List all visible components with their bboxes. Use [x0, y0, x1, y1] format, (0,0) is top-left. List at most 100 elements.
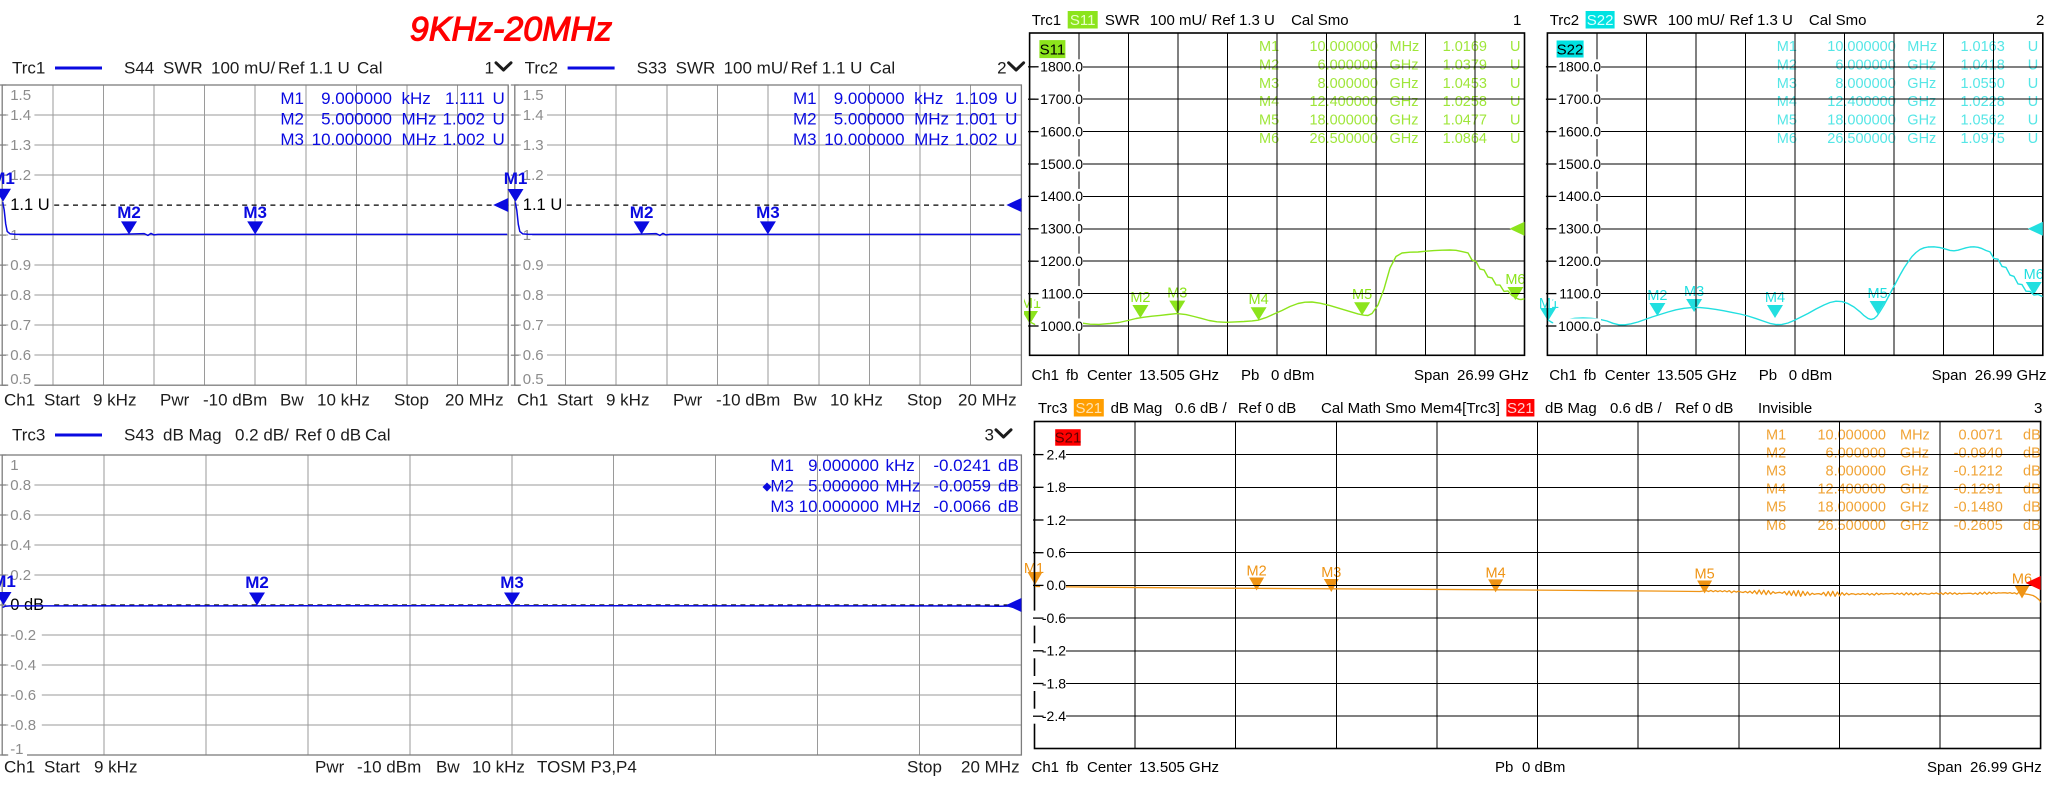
svg-text:9 kHz: 9 kHz: [94, 758, 137, 777]
svg-text:MHz: MHz: [914, 130, 949, 149]
svg-text:M2: M2: [1130, 290, 1150, 306]
svg-text:-0.1480: -0.1480: [1954, 500, 2003, 516]
svg-text:M4: M4: [1259, 94, 1279, 110]
svg-text:GHz: GHz: [1900, 500, 1929, 516]
svg-text:1400.0: 1400.0: [1040, 188, 1083, 204]
svg-text:MHz: MHz: [402, 130, 437, 149]
svg-text:S21: S21: [1075, 400, 1102, 417]
svg-text:1.0562: 1.0562: [1960, 113, 2004, 129]
svg-text:1.0975: 1.0975: [1960, 131, 2004, 147]
svg-text:M3: M3: [756, 203, 780, 222]
svg-text:S33: S33: [637, 59, 667, 78]
svg-text:100 mU/: 100 mU/: [211, 59, 276, 78]
svg-text:fb: fb: [1066, 759, 1079, 776]
svg-text:Start: Start: [44, 391, 80, 410]
svg-text:13.505 GHz: 13.505 GHz: [1139, 759, 1219, 776]
svg-text:1300.0: 1300.0: [1558, 221, 1601, 237]
svg-text:12.400000: 12.400000: [1817, 482, 1886, 498]
svg-text:U: U: [2028, 39, 2038, 55]
svg-text:M3: M3: [1259, 76, 1279, 92]
svg-text:0.6 dB /: 0.6 dB /: [1175, 400, 1228, 417]
svg-text:U: U: [1005, 130, 1017, 149]
svg-text:M2: M2: [630, 203, 654, 222]
svg-text:Stop: Stop: [907, 758, 942, 777]
svg-text:SWR: SWR: [1105, 12, 1140, 29]
svg-text:S21: S21: [1507, 400, 1534, 417]
svg-text:M2: M2: [770, 477, 794, 496]
svg-text:13.505 GHz: 13.505 GHz: [1139, 367, 1219, 384]
svg-text:Trc3: Trc3: [1038, 400, 1067, 417]
svg-text:M3: M3: [243, 203, 267, 222]
svg-text:MHz: MHz: [1907, 39, 1937, 55]
svg-text:M6: M6: [2024, 267, 2044, 283]
svg-text:20 MHz: 20 MHz: [445, 391, 504, 410]
svg-text:1800.0: 1800.0: [1040, 59, 1083, 75]
svg-text:U: U: [2028, 94, 2038, 110]
svg-text:Trc2: Trc2: [525, 59, 558, 78]
svg-text:Ch1: Ch1: [1549, 367, 1577, 384]
svg-text:1.002: 1.002: [442, 110, 485, 129]
svg-text:U: U: [1005, 89, 1017, 108]
svg-text:Cal: Cal: [365, 426, 391, 445]
svg-text:U: U: [1510, 113, 1520, 129]
svg-text:Pwr: Pwr: [160, 391, 190, 410]
svg-text:0.5: 0.5: [523, 371, 544, 388]
svg-text:S22: S22: [1557, 42, 1584, 59]
svg-text:Cal Smo: Cal Smo: [1291, 12, 1349, 29]
svg-text:10.000000: 10.000000: [1817, 427, 1886, 443]
svg-text:M2: M2: [117, 203, 141, 222]
svg-text:0.9: 0.9: [523, 257, 544, 274]
svg-text:S43: S43: [124, 426, 154, 445]
svg-text:MHz: MHz: [402, 110, 437, 129]
svg-text:1.0379: 1.0379: [1443, 57, 1487, 73]
svg-text:26.500000: 26.500000: [1309, 131, 1378, 147]
svg-text:Span: Span: [1927, 759, 1962, 776]
svg-text:Pb: Pb: [1759, 367, 1777, 384]
svg-text:Stop: Stop: [907, 391, 942, 410]
svg-text:Ref 1.3 U: Ref 1.3 U: [1212, 12, 1275, 29]
svg-text:GHz: GHz: [1390, 113, 1419, 129]
svg-text:1400.0: 1400.0: [1558, 188, 1601, 204]
svg-text:0.6: 0.6: [10, 347, 31, 364]
svg-text:0 dBm: 0 dBm: [1522, 759, 1565, 776]
svg-text:1.4: 1.4: [10, 107, 31, 124]
svg-text:8.000000: 8.000000: [1318, 76, 1378, 92]
svg-text:1500.0: 1500.0: [1040, 156, 1083, 172]
svg-text:M3: M3: [1766, 464, 1786, 480]
svg-text:10.000000: 10.000000: [799, 497, 879, 516]
svg-text:dB Mag: dB Mag: [1111, 400, 1163, 417]
svg-text:Ref 0 dB: Ref 0 dB: [1675, 400, 1733, 417]
svg-text:0.0071: 0.0071: [1958, 427, 2002, 443]
svg-text:Start: Start: [557, 391, 593, 410]
svg-text:1.0169: 1.0169: [1443, 39, 1487, 55]
svg-text:M1: M1: [1259, 39, 1279, 55]
svg-text:10.000000: 10.000000: [312, 130, 392, 149]
svg-text:U: U: [2028, 113, 2038, 129]
svg-text:kHz: kHz: [914, 89, 943, 108]
svg-text:M2: M2: [1259, 57, 1279, 73]
svg-text:0.2 dB/: 0.2 dB/: [235, 426, 289, 445]
svg-text:Stop: Stop: [394, 391, 429, 410]
svg-text:-2.4: -2.4: [1042, 708, 1066, 724]
svg-text:dB: dB: [2023, 500, 2041, 516]
svg-text:Ch1: Ch1: [4, 391, 35, 410]
svg-text:M5: M5: [1695, 567, 1715, 583]
svg-text:S11: S11: [1040, 42, 1066, 59]
svg-text:-0.2605: -0.2605: [1954, 518, 2003, 534]
svg-text:U: U: [493, 110, 505, 129]
svg-text:12.400000: 12.400000: [1827, 94, 1896, 110]
svg-text:Invisible: Invisible: [1758, 400, 1812, 417]
svg-text:M2: M2: [1777, 57, 1797, 73]
svg-text:9.000000: 9.000000: [321, 89, 392, 108]
svg-text:1.0163: 1.0163: [1960, 39, 2004, 55]
svg-text:Center: Center: [1087, 367, 1132, 384]
svg-text:Pwr: Pwr: [673, 391, 703, 410]
svg-text:Center: Center: [1087, 759, 1132, 776]
svg-text:6.000000: 6.000000: [1826, 445, 1886, 461]
svg-text:1800.0: 1800.0: [1558, 59, 1601, 75]
svg-text:-0.0059: -0.0059: [933, 477, 991, 496]
svg-text:1600.0: 1600.0: [1558, 123, 1601, 139]
svg-text:1.0228: 1.0228: [1960, 94, 2004, 110]
svg-text:Ref 0 dB: Ref 0 dB: [1238, 400, 1296, 417]
svg-text:SWR: SWR: [676, 59, 716, 78]
